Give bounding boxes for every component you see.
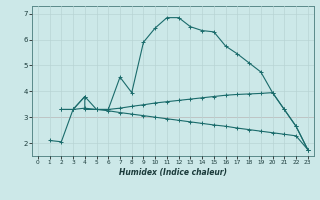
- X-axis label: Humidex (Indice chaleur): Humidex (Indice chaleur): [119, 168, 227, 177]
